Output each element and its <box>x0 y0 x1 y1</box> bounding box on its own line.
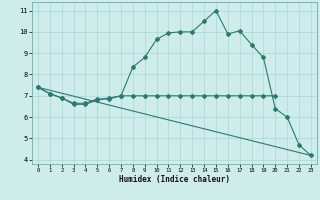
X-axis label: Humidex (Indice chaleur): Humidex (Indice chaleur) <box>119 175 230 184</box>
